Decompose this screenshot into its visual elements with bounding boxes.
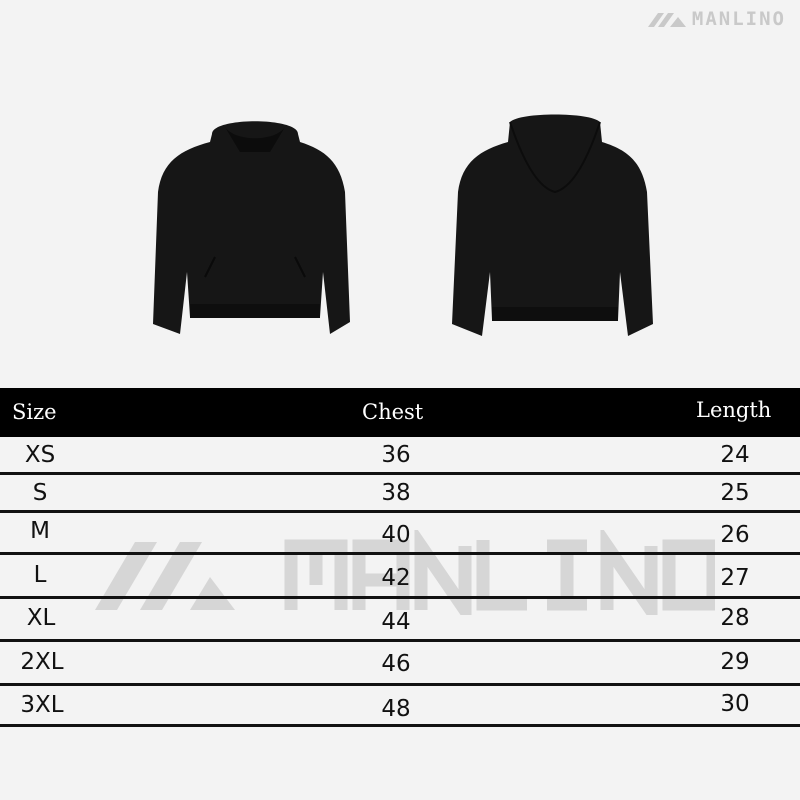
cell-size: 2XL xyxy=(20,649,64,675)
brand-mark-icon xyxy=(647,13,686,27)
cell-chest: 48 xyxy=(381,696,411,722)
table-row: M 40 26 xyxy=(0,513,800,555)
cell-size: M xyxy=(30,518,50,544)
table-row: L 42 27 xyxy=(0,555,800,599)
cell-size: S xyxy=(32,480,48,506)
table-row: S 38 25 xyxy=(0,475,800,513)
cell-length: 24 xyxy=(720,442,750,468)
header-size: Size xyxy=(12,400,57,424)
cell-size: L xyxy=(33,562,47,588)
cell-chest: 44 xyxy=(381,609,411,635)
cell-chest: 36 xyxy=(381,442,411,468)
table-row: XL 44 28 xyxy=(0,599,800,642)
cell-length: 28 xyxy=(720,605,750,631)
watermark-mark-icon xyxy=(95,542,235,610)
cell-size: 3XL xyxy=(20,692,64,718)
brand-name: MANLINO xyxy=(691,8,786,30)
cell-chest: 38 xyxy=(381,480,411,506)
cell-chest: 42 xyxy=(381,565,411,591)
cell-size: XL xyxy=(26,605,56,631)
hoodie-back-image xyxy=(452,114,653,336)
header-length: Length xyxy=(696,398,772,422)
cell-length: 26 xyxy=(720,522,750,548)
table-row: 2XL 46 29 xyxy=(0,642,800,686)
cell-length: 25 xyxy=(720,480,750,506)
header-chest: Chest xyxy=(362,400,424,424)
cell-chest: 40 xyxy=(381,522,411,548)
table-row: XS 36 24 xyxy=(0,437,800,475)
table-row: 3XL 48 30 xyxy=(0,686,800,727)
cell-size: XS xyxy=(24,442,56,468)
size-table-header: Size Chest Length xyxy=(0,388,800,437)
watermark xyxy=(95,530,715,615)
cell-chest: 46 xyxy=(381,651,411,677)
cell-length: 27 xyxy=(720,565,750,591)
watermark-lettering xyxy=(284,530,715,615)
brand-logo: MANLINO xyxy=(647,8,786,30)
hoodie-front-image xyxy=(153,121,350,334)
cell-length: 29 xyxy=(720,649,750,675)
cell-length: 30 xyxy=(720,691,750,717)
